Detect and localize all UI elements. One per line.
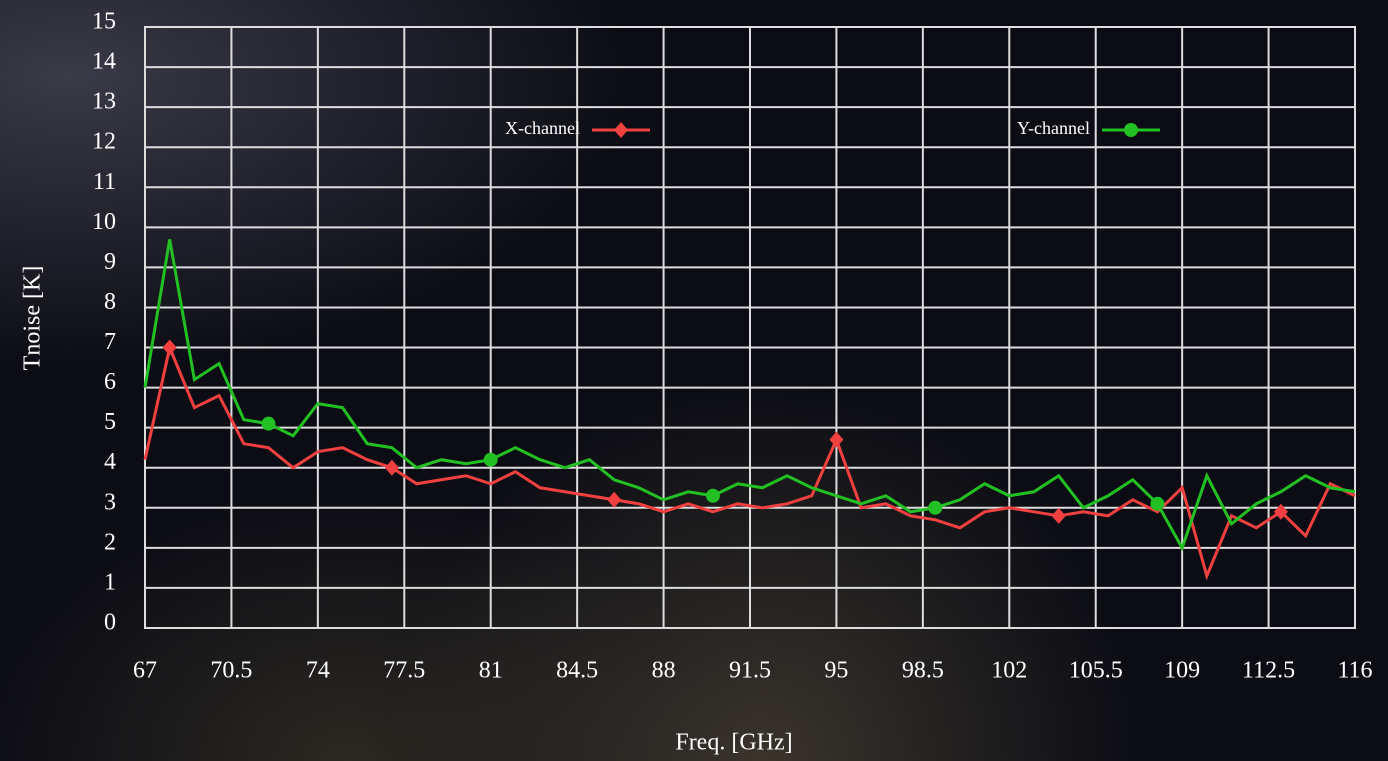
y-tick-label: 3 xyxy=(104,489,116,515)
x-tick-label: 67 xyxy=(133,658,157,684)
x-tick-label: 109 xyxy=(1164,658,1200,684)
y-tick-label: 1 xyxy=(104,569,116,595)
x-tick-label: 81 xyxy=(479,658,503,684)
x-tick-label: 88 xyxy=(652,658,676,684)
marker xyxy=(1051,507,1066,524)
marker xyxy=(1150,496,1165,511)
y-axis-label: Tnoise [K] xyxy=(20,266,46,371)
y-tick-label: 13 xyxy=(92,89,116,115)
x-tick-label: 74 xyxy=(306,658,330,684)
x-axis-label: Freq. [GHz] xyxy=(675,730,792,756)
marker xyxy=(829,431,844,448)
legend-label: X-channel xyxy=(505,118,580,138)
y-tick-label: 14 xyxy=(92,49,116,75)
marker xyxy=(162,339,177,356)
x-tick-label: 105.5 xyxy=(1069,658,1123,684)
marker xyxy=(1273,503,1288,520)
marker xyxy=(928,500,943,515)
x-tick-label: 112.5 xyxy=(1242,658,1295,684)
marker xyxy=(607,491,622,508)
marker xyxy=(705,488,720,503)
marker xyxy=(384,459,399,476)
y-tick-label: 12 xyxy=(92,129,116,155)
x-tick-label: 91.5 xyxy=(729,658,771,684)
y-tick-label: 0 xyxy=(104,610,116,636)
y-tick-label: 10 xyxy=(92,209,116,235)
y-tick-label: 4 xyxy=(104,449,116,475)
y-tick-label: 5 xyxy=(104,409,116,435)
y-tick-label: 6 xyxy=(104,369,116,395)
y-tick-label: 8 xyxy=(104,289,116,315)
x-tick-label: 102 xyxy=(991,658,1027,684)
legend-marker xyxy=(614,122,628,138)
marker xyxy=(483,452,498,467)
x-tick-label: 77.5 xyxy=(383,658,425,684)
x-tick-label: 70.5 xyxy=(210,658,252,684)
y-tick-label: 9 xyxy=(104,249,116,275)
x-tick-label: 116 xyxy=(1337,658,1372,684)
series-line xyxy=(143,342,1356,581)
y-tick-label: 11 xyxy=(93,169,116,195)
y-tick-label: 7 xyxy=(104,329,116,355)
x-tick-label: 84.5 xyxy=(556,658,598,684)
x-tick-label: 95 xyxy=(824,658,848,684)
y-tick-label: 15 xyxy=(92,9,116,35)
legend-label: Y-channel xyxy=(1017,118,1090,138)
y-tick-label: 2 xyxy=(104,529,116,555)
marker xyxy=(261,416,276,431)
legend-marker xyxy=(1124,123,1138,137)
x-tick-label: 98.5 xyxy=(902,658,944,684)
